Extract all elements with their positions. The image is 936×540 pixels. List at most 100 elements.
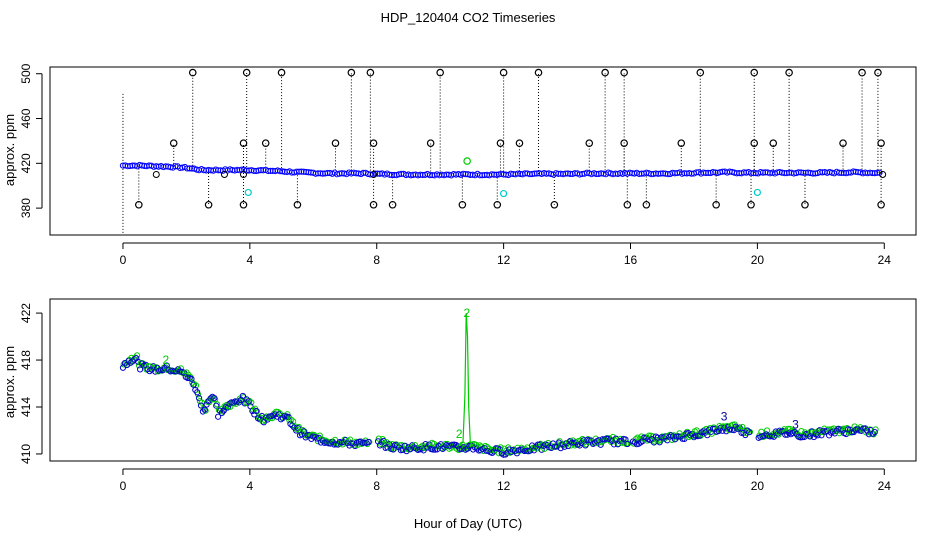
data-point-blue	[133, 355, 140, 362]
data-point-blue	[422, 441, 429, 448]
data-point-blue	[300, 428, 307, 435]
data-point-blue	[624, 440, 631, 448]
green-point	[463, 157, 471, 165]
data-point-blue	[679, 435, 686, 442]
outlier-point-mid	[769, 139, 778, 147]
data-point-blue	[736, 424, 743, 431]
outlier-point-mid	[585, 139, 594, 147]
outlier-point-high	[499, 68, 508, 77]
plot-frame	[49, 66, 917, 236]
data-point-blue	[194, 389, 201, 396]
outlier-point-high	[188, 68, 197, 77]
data-point-blue	[784, 431, 791, 438]
x-tick-label: 8	[373, 479, 380, 493]
data-point-blue	[253, 407, 260, 415]
data-point-blue	[190, 381, 197, 388]
outlier-point-low	[493, 200, 502, 209]
outlier-point-end	[879, 171, 887, 179]
data-point-green	[737, 425, 744, 432]
data-point-green	[455, 446, 462, 454]
data-point-blue	[232, 398, 239, 405]
cyan-point	[244, 188, 252, 197]
data-point-blue	[188, 375, 195, 382]
data-point-blue	[582, 442, 589, 449]
data-point-blue	[664, 437, 671, 444]
bottom-y-axis-label: approx. ppm	[2, 346, 17, 418]
y-tick-label: 410	[19, 444, 33, 464]
outlier-point-small	[152, 171, 160, 179]
data-point-blue	[869, 430, 876, 437]
outlier-point-high	[277, 68, 286, 77]
outlier-point-low	[877, 200, 885, 209]
y-tick-label: 420	[19, 153, 33, 173]
data-point-blue	[631, 439, 639, 446]
x-tick-label: 20	[751, 479, 765, 493]
data-point-blue	[150, 363, 157, 370]
data-point-blue	[262, 414, 269, 421]
x-tick-label: 24	[878, 253, 892, 267]
outlier-point-mid	[239, 139, 248, 147]
outlier-point-mid	[496, 139, 505, 147]
cyan-point	[753, 188, 761, 197]
outlier-point-mid	[877, 139, 885, 147]
data-point-blue	[449, 441, 456, 448]
data-point-blue	[213, 402, 220, 409]
bottom-panel: approx. ppm 0 4 8 12 16 20 24 410 414 418 422 2 2 2 3 3	[2, 298, 917, 493]
y-tick-label: 422	[19, 303, 33, 323]
outlier-point-small	[370, 171, 378, 179]
data-point-green	[133, 352, 141, 359]
outlier-point-mid	[331, 139, 340, 147]
data-point-blue	[211, 395, 218, 402]
data-point-blue	[136, 366, 144, 373]
outlier-point-high	[785, 68, 793, 77]
data-point-blue	[393, 442, 401, 449]
data-point-blue	[215, 413, 222, 420]
data-point-green	[484, 443, 491, 451]
outlier-point-low	[293, 200, 302, 209]
x-tick-label: 0	[120, 253, 127, 267]
data-point-blue	[746, 429, 753, 436]
outlier-point-low	[458, 200, 467, 209]
data-point-green	[798, 427, 805, 435]
outlier-point-mid	[677, 139, 686, 147]
data-point-blue	[707, 428, 715, 435]
data-point-green	[472, 441, 479, 448]
data-point-green	[202, 407, 209, 414]
outlier-point-high	[436, 68, 444, 77]
data-point-green	[375, 435, 382, 442]
data-point-blue	[376, 442, 384, 449]
point-label: 2	[456, 427, 463, 441]
outlier-point-mid	[369, 139, 378, 147]
outlier-point-low	[623, 200, 632, 209]
point-label: 3	[792, 418, 799, 432]
data-point-blue	[220, 407, 227, 414]
data-point-green	[248, 399, 255, 406]
outlier-point-mid	[515, 139, 524, 147]
outlier-point-high	[750, 68, 759, 77]
outlier-point-low	[712, 200, 720, 209]
data-point-green	[872, 426, 879, 433]
data-point-blue	[567, 437, 574, 445]
x-tick-label: 20	[751, 253, 765, 267]
data-point-blue	[239, 392, 246, 400]
outlier-point-high	[366, 68, 375, 77]
data-point-blue	[565, 442, 572, 450]
data-point-green	[288, 416, 295, 423]
outlier-point-low	[801, 200, 809, 209]
x-tick-label: 0	[120, 479, 127, 493]
outlier-point-low	[642, 200, 651, 209]
data-point-blue	[871, 429, 878, 436]
outlier-point-high	[620, 68, 628, 77]
x-tick-label: 12	[497, 253, 511, 267]
cyan-point	[500, 189, 508, 198]
data-point-blue	[201, 406, 208, 413]
y-tick-label: 414	[19, 397, 33, 417]
figure-title: HDP_120404 CO2 Timeseries	[381, 10, 556, 25]
outlier-point-low	[747, 200, 755, 209]
data-point-blue	[806, 433, 814, 440]
data-point-blue	[610, 441, 618, 448]
data-point-blue	[458, 445, 465, 452]
outlier-point-low	[388, 200, 397, 209]
outlier-point-mid	[620, 139, 628, 147]
